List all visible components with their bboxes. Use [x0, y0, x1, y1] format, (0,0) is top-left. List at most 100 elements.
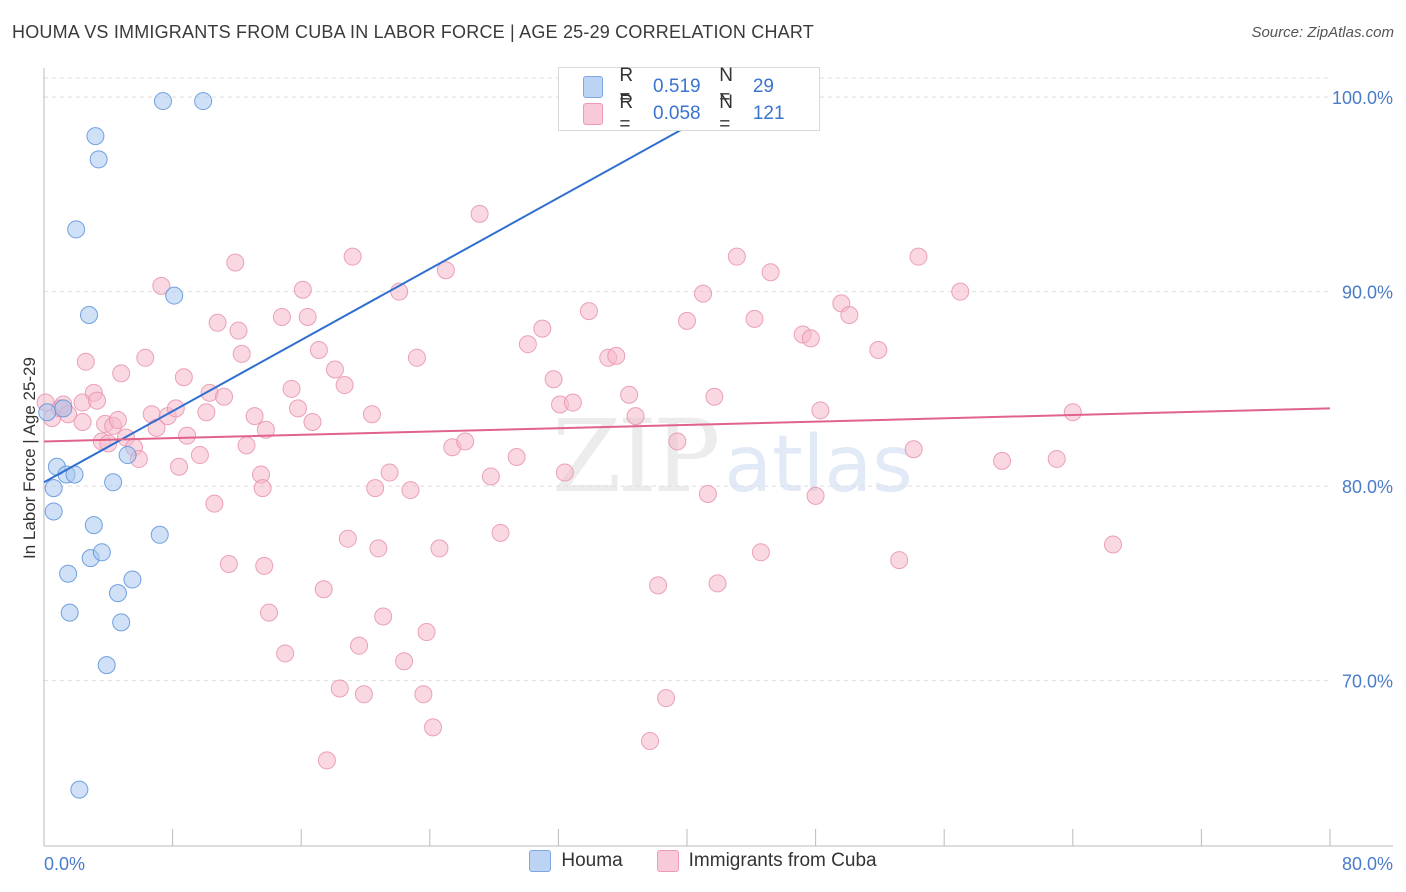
y-tick-label: 90.0% — [1342, 283, 1393, 303]
series-immigrants-from-cuba — [36, 204, 1122, 770]
data-point — [70, 780, 89, 799]
y-tick-label: 70.0% — [1342, 672, 1393, 692]
y-tick-label: 80.0% — [1342, 477, 1393, 497]
data-point — [215, 387, 234, 406]
trend-layer — [43, 76, 1331, 484]
data-point — [118, 446, 137, 465]
data-point — [44, 479, 63, 498]
series-legend: Houma Immigrants from Cuba — [0, 850, 1406, 872]
data-point — [152, 276, 171, 295]
data-point — [86, 127, 105, 146]
data-point — [272, 307, 291, 326]
data-point — [190, 446, 209, 465]
chart-title: HOUMA VS IMMIGRANTS FROM CUBA IN LABOR F… — [12, 22, 814, 42]
data-point — [694, 284, 713, 303]
data-point — [112, 613, 131, 632]
data-point — [705, 387, 724, 406]
source-label: Source: ZipAtlas.com — [1251, 24, 1394, 41]
houma-legend-label: Houma — [561, 850, 623, 871]
data-point — [555, 463, 574, 482]
data-point — [951, 282, 970, 301]
data-point — [801, 329, 820, 348]
data-point — [414, 685, 433, 704]
data-point — [544, 370, 563, 389]
trend-line-houma — [43, 76, 776, 484]
data-point — [649, 576, 668, 595]
data-point — [626, 407, 645, 426]
data-point — [245, 407, 264, 426]
data-point — [811, 401, 830, 420]
data-point — [840, 306, 859, 325]
r-label: R = — [619, 65, 634, 108]
data-point — [255, 556, 274, 575]
data-point — [993, 451, 1012, 470]
houma-legend-swatch — [529, 850, 552, 872]
data-point — [751, 543, 770, 562]
cuba-swatch — [583, 103, 604, 125]
data-point — [890, 551, 909, 570]
data-point — [354, 685, 373, 704]
data-point — [170, 457, 189, 476]
data-point — [401, 481, 420, 500]
data-point — [136, 348, 155, 367]
data-point — [909, 247, 928, 266]
data-point — [362, 405, 381, 424]
data-point — [430, 539, 449, 558]
houma-swatch — [583, 76, 604, 98]
data-point — [112, 364, 131, 383]
data-point — [407, 348, 426, 367]
x-tick-label: 80.0% — [1342, 854, 1393, 874]
data-point — [338, 529, 357, 548]
data-point — [727, 247, 746, 266]
data-point — [1063, 403, 1082, 422]
data-point — [260, 603, 279, 622]
data-point — [380, 463, 399, 482]
data-point — [314, 580, 333, 599]
data-point — [806, 486, 825, 505]
legend-item-cuba[interactable]: Immigrants from Cuba — [656, 850, 877, 872]
n-label: N = — [719, 65, 733, 108]
data-point — [641, 731, 660, 750]
grid-lines — [44, 77, 1330, 682]
series-houma — [38, 90, 777, 799]
correlation-legend: R = 0.519 N = 29 R = 0.058 N = 121 — [558, 65, 820, 135]
data-point — [374, 607, 393, 626]
data-point — [579, 302, 598, 321]
data-point — [869, 341, 888, 360]
data-point — [330, 679, 349, 698]
data-point — [350, 636, 369, 655]
data-point — [698, 484, 717, 503]
r-value-houma: 0.519 — [653, 76, 701, 97]
data-point — [60, 603, 79, 622]
data-point — [54, 399, 73, 418]
data-point — [317, 751, 336, 770]
trend-line-immigrants-from-cuba — [43, 407, 1331, 443]
data-point — [1103, 535, 1122, 554]
data-point — [44, 502, 63, 521]
data-point — [518, 335, 537, 354]
data-point — [708, 574, 727, 593]
data-point — [178, 426, 197, 445]
data-point — [369, 539, 388, 558]
data-point — [335, 376, 354, 395]
data-point — [38, 403, 57, 422]
r-value-cuba: 0.058 — [653, 103, 701, 124]
data-point — [395, 652, 414, 671]
legend-item-houma[interactable]: Houma — [529, 850, 623, 872]
data-point — [470, 204, 489, 223]
data-point — [80, 306, 99, 325]
data-point — [76, 352, 95, 371]
data-point — [153, 92, 172, 111]
data-point — [507, 448, 526, 466]
r-label: R = — [619, 92, 634, 135]
cuba-legend-swatch — [656, 850, 679, 872]
data-point — [436, 261, 455, 280]
n-value-cuba: 121 — [752, 103, 785, 124]
data-point — [343, 247, 362, 266]
data-point — [104, 473, 123, 492]
data-point — [298, 307, 317, 326]
data-point — [563, 393, 582, 412]
data-point — [481, 467, 500, 486]
data-point — [253, 479, 272, 498]
